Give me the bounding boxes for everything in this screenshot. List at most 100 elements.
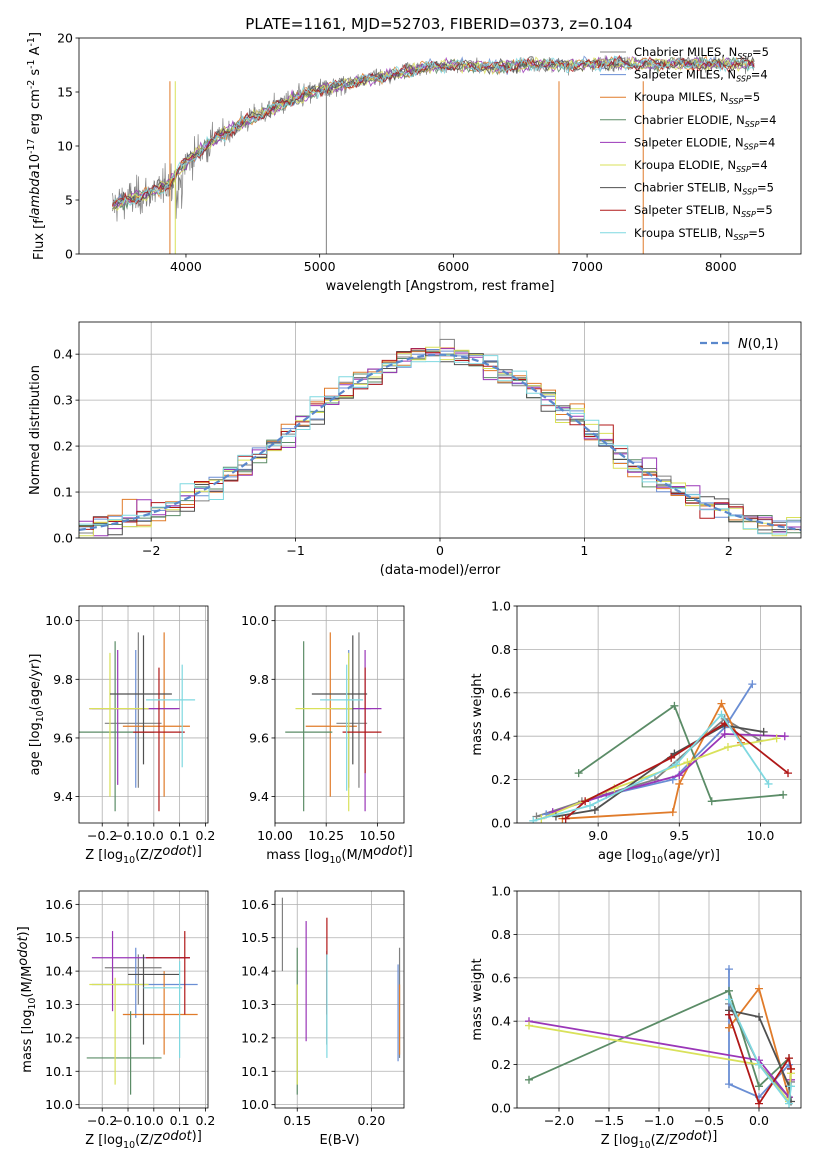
weight-point-marker — [672, 760, 681, 769]
legend-model-name: Salpeter STELIB — [634, 203, 725, 217]
weight-point-marker — [707, 797, 716, 806]
x-tick-label: 10.00 — [257, 828, 293, 843]
y-tick-label: 0.6 — [491, 685, 511, 700]
x-tick-label: 1 — [580, 543, 588, 558]
y-tick-label: 0 — [65, 247, 73, 262]
legend-nssp: =4 — [751, 158, 768, 172]
x-tick-label: 0.0 — [144, 1113, 164, 1128]
x-axis-label: age [log10(age/yr)] — [598, 848, 720, 866]
x-tick-label: 8000 — [705, 259, 737, 274]
legend-nssp: =5 — [756, 203, 773, 217]
plot-area — [529, 680, 793, 823]
y-tick-label: 20 — [57, 31, 73, 46]
weight-point-marker — [717, 699, 726, 708]
y-tick-label: 9.6 — [53, 730, 73, 745]
x-tick-label: −1.0 — [644, 1113, 674, 1128]
x-tick-label: 0.20 — [357, 1113, 385, 1128]
y-tick-label: 0.4 — [53, 347, 73, 362]
legend-entry: Chabrier MILES, NSSP=5 — [634, 45, 769, 61]
y-tick-label: 9.8 — [249, 672, 269, 687]
weight-point-marker — [755, 984, 763, 993]
legend-entry: Salpeter STELIB, NSSP=5 — [634, 203, 773, 219]
weight-series-line — [528, 989, 790, 1088]
plot-area — [79, 338, 801, 537]
y-tick-label: 9.8 — [53, 672, 73, 687]
weight-point-marker — [787, 1064, 795, 1073]
panel-residuals: −2 −1 0 1 2 0.0 0.1 0.2 0.3 0.4 (data-model)/error… — [28, 321, 802, 578]
y-tick-label: 10.4 — [45, 964, 73, 979]
y-tick-label: 0.3 — [53, 393, 73, 408]
y-tick-label: 0.0 — [491, 816, 511, 831]
x-tick-label: 0.1 — [170, 828, 190, 843]
legend-entry: Chabrier STELIB, NSSP=5 — [634, 181, 774, 197]
y-tick-label: 10.3 — [45, 997, 73, 1012]
weight-point-marker — [720, 730, 729, 739]
y-axis-label: mass weight — [470, 673, 485, 755]
weight-point-marker — [581, 797, 590, 806]
panel-spectrum: 4000 5000 6000 7000 8000 0 5 10 15 20 wavelength [… — [26, 31, 802, 294]
x-tick-label: 0 — [436, 543, 444, 558]
residual-histogram — [79, 338, 801, 534]
weight-point-marker — [755, 1082, 763, 1091]
panel-mass-vs-Z: −0.2−0.1 0.0 0.1 0.2 10.0 10.1 10.2 10.3 10.4 10.… — [16, 890, 215, 1151]
y-tick-label: 0.0 — [53, 531, 73, 546]
weight-series-line — [728, 1014, 792, 1106]
legend-nssp: =4 — [751, 68, 768, 82]
legend-nssp: =4 — [758, 135, 775, 149]
legend-nssp: =5 — [748, 226, 765, 240]
spectrum-model-line — [112, 55, 755, 208]
weight-point-marker — [723, 743, 732, 752]
weight-point-marker — [725, 1023, 733, 1032]
x-tick-label: 9.5 — [669, 828, 689, 843]
y-tick-label: 10.0 — [45, 1097, 73, 1112]
x-tick-label: 10.0 — [747, 828, 775, 843]
weight-point-marker — [785, 1099, 793, 1108]
x-tick-label: 0.0 — [749, 1113, 769, 1128]
axes-frame — [274, 890, 405, 1109]
legend-model-name: Kroupa ELODIE — [634, 158, 720, 172]
spectrum-legend: Chabrier MILES, NSSP=5 Salpeter MILES, NS… — [600, 45, 776, 242]
legend-model-name: Chabrier STELIB — [634, 181, 726, 195]
y-axis-label: mass [log10(M/Modot)] — [16, 926, 38, 1072]
x-tick-label: −0.1 — [113, 1113, 143, 1128]
weight-point-marker — [561, 814, 570, 823]
weight-point-marker — [748, 680, 757, 689]
y-tick-label: 0.8 — [491, 927, 511, 942]
x-tick-label: 4000 — [170, 259, 202, 274]
y-axis-label: mass weight — [470, 958, 485, 1040]
normal-reference-curve — [79, 353, 801, 531]
weight-point-marker — [717, 710, 726, 719]
weight-point-marker — [725, 965, 733, 974]
panel-mass-vs-EBV: 0.15 0.20 10.0 10.1 10.2 10.3 10.4 10.5 10.6 E(B-… — [241, 890, 405, 1148]
x-axis-label: (data-model)/error — [380, 563, 501, 578]
y-tick-label: 9.4 — [249, 789, 269, 804]
y-tick-label: 10.5 — [241, 930, 269, 945]
x-tick-label: 6000 — [437, 259, 469, 274]
legend-nssp: =5 — [757, 181, 774, 195]
legend-nssp: =5 — [752, 45, 769, 59]
x-tick-label: 10.25 — [308, 828, 344, 843]
weight-point-marker — [772, 734, 781, 743]
weight-series-line — [528, 1024, 792, 1104]
axes-frame — [274, 605, 405, 824]
x-tick-label: 0.1 — [170, 1113, 190, 1128]
y-tick-label: 10.1 — [241, 1064, 269, 1079]
y-tick-label: 10.1 — [45, 1064, 73, 1079]
legend-model-name: Chabrier MILES — [634, 45, 721, 59]
y-tick-label: 15 — [57, 85, 73, 100]
y-tick-label: 0.2 — [53, 439, 73, 454]
weight-point-marker — [725, 1080, 733, 1089]
x-axis-label: E(B-V) — [319, 1133, 359, 1148]
x-tick-label: 7000 — [571, 259, 603, 274]
weight-point-marker — [779, 790, 788, 799]
weight-point-marker — [529, 816, 538, 823]
legend-nssp: =5 — [743, 90, 760, 104]
y-axis-label: Flux [flambda10-17 erg cm-2 s-1 A-1] — [26, 32, 47, 260]
spectrum-model-line — [112, 55, 755, 207]
weight-point-marker — [759, 727, 768, 736]
legend-normal-label: N(0,1) — [738, 337, 779, 352]
legend-model-name: Kroupa MILES — [634, 90, 713, 104]
legend-entry: Kroupa ELODIE, NSSP=4 — [634, 158, 768, 174]
